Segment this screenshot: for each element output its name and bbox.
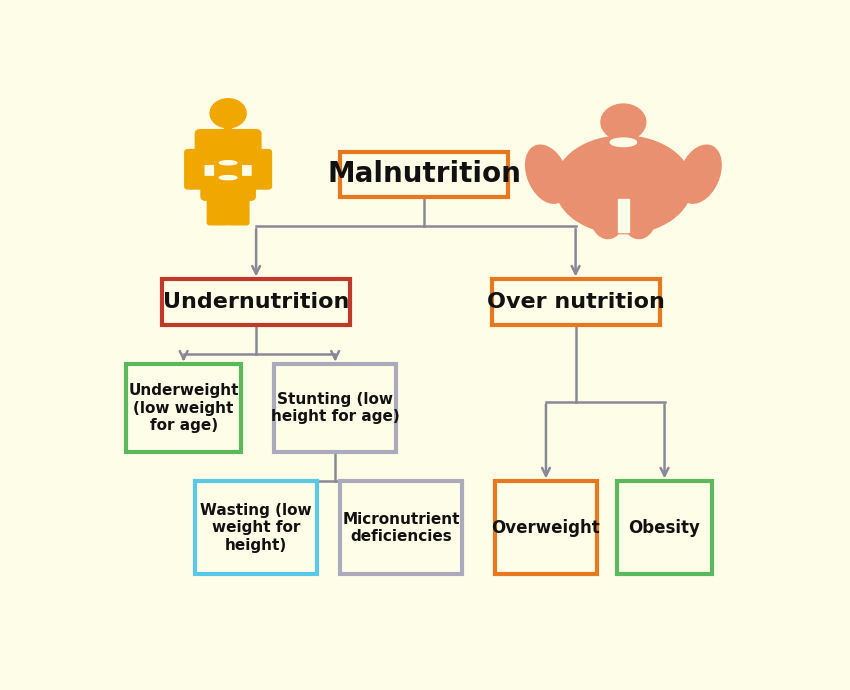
FancyBboxPatch shape: [495, 482, 597, 574]
FancyBboxPatch shape: [215, 159, 241, 182]
Text: Micronutrient
deficiencies: Micronutrient deficiencies: [343, 511, 460, 544]
FancyBboxPatch shape: [275, 364, 396, 452]
FancyBboxPatch shape: [184, 150, 204, 189]
Text: Overweight: Overweight: [491, 519, 600, 537]
FancyBboxPatch shape: [196, 130, 261, 164]
Ellipse shape: [555, 136, 692, 234]
Text: Malnutrition: Malnutrition: [327, 161, 521, 188]
FancyBboxPatch shape: [618, 199, 629, 232]
FancyBboxPatch shape: [126, 364, 241, 452]
FancyBboxPatch shape: [162, 279, 350, 324]
FancyBboxPatch shape: [207, 195, 229, 225]
Ellipse shape: [622, 192, 656, 239]
FancyBboxPatch shape: [340, 152, 508, 197]
Text: Undernutrition: Undernutrition: [163, 292, 349, 312]
Text: Over nutrition: Over nutrition: [487, 292, 665, 312]
FancyBboxPatch shape: [617, 482, 712, 574]
FancyBboxPatch shape: [340, 482, 462, 574]
Text: Underweight
(low weight
for age): Underweight (low weight for age): [128, 384, 239, 433]
Ellipse shape: [591, 192, 625, 239]
Ellipse shape: [525, 145, 569, 204]
Circle shape: [210, 99, 246, 128]
Ellipse shape: [610, 138, 637, 146]
Ellipse shape: [219, 161, 237, 165]
FancyBboxPatch shape: [252, 150, 271, 189]
Circle shape: [601, 104, 646, 140]
Ellipse shape: [678, 145, 721, 204]
FancyBboxPatch shape: [201, 177, 255, 200]
FancyBboxPatch shape: [196, 482, 317, 574]
Ellipse shape: [219, 176, 237, 179]
Text: Stunting (low
height for age): Stunting (low height for age): [271, 392, 399, 424]
Text: Obesity: Obesity: [629, 519, 700, 537]
Text: Wasting (low
weight for
height): Wasting (low weight for height): [201, 503, 312, 553]
FancyBboxPatch shape: [491, 279, 660, 324]
FancyBboxPatch shape: [227, 195, 249, 225]
